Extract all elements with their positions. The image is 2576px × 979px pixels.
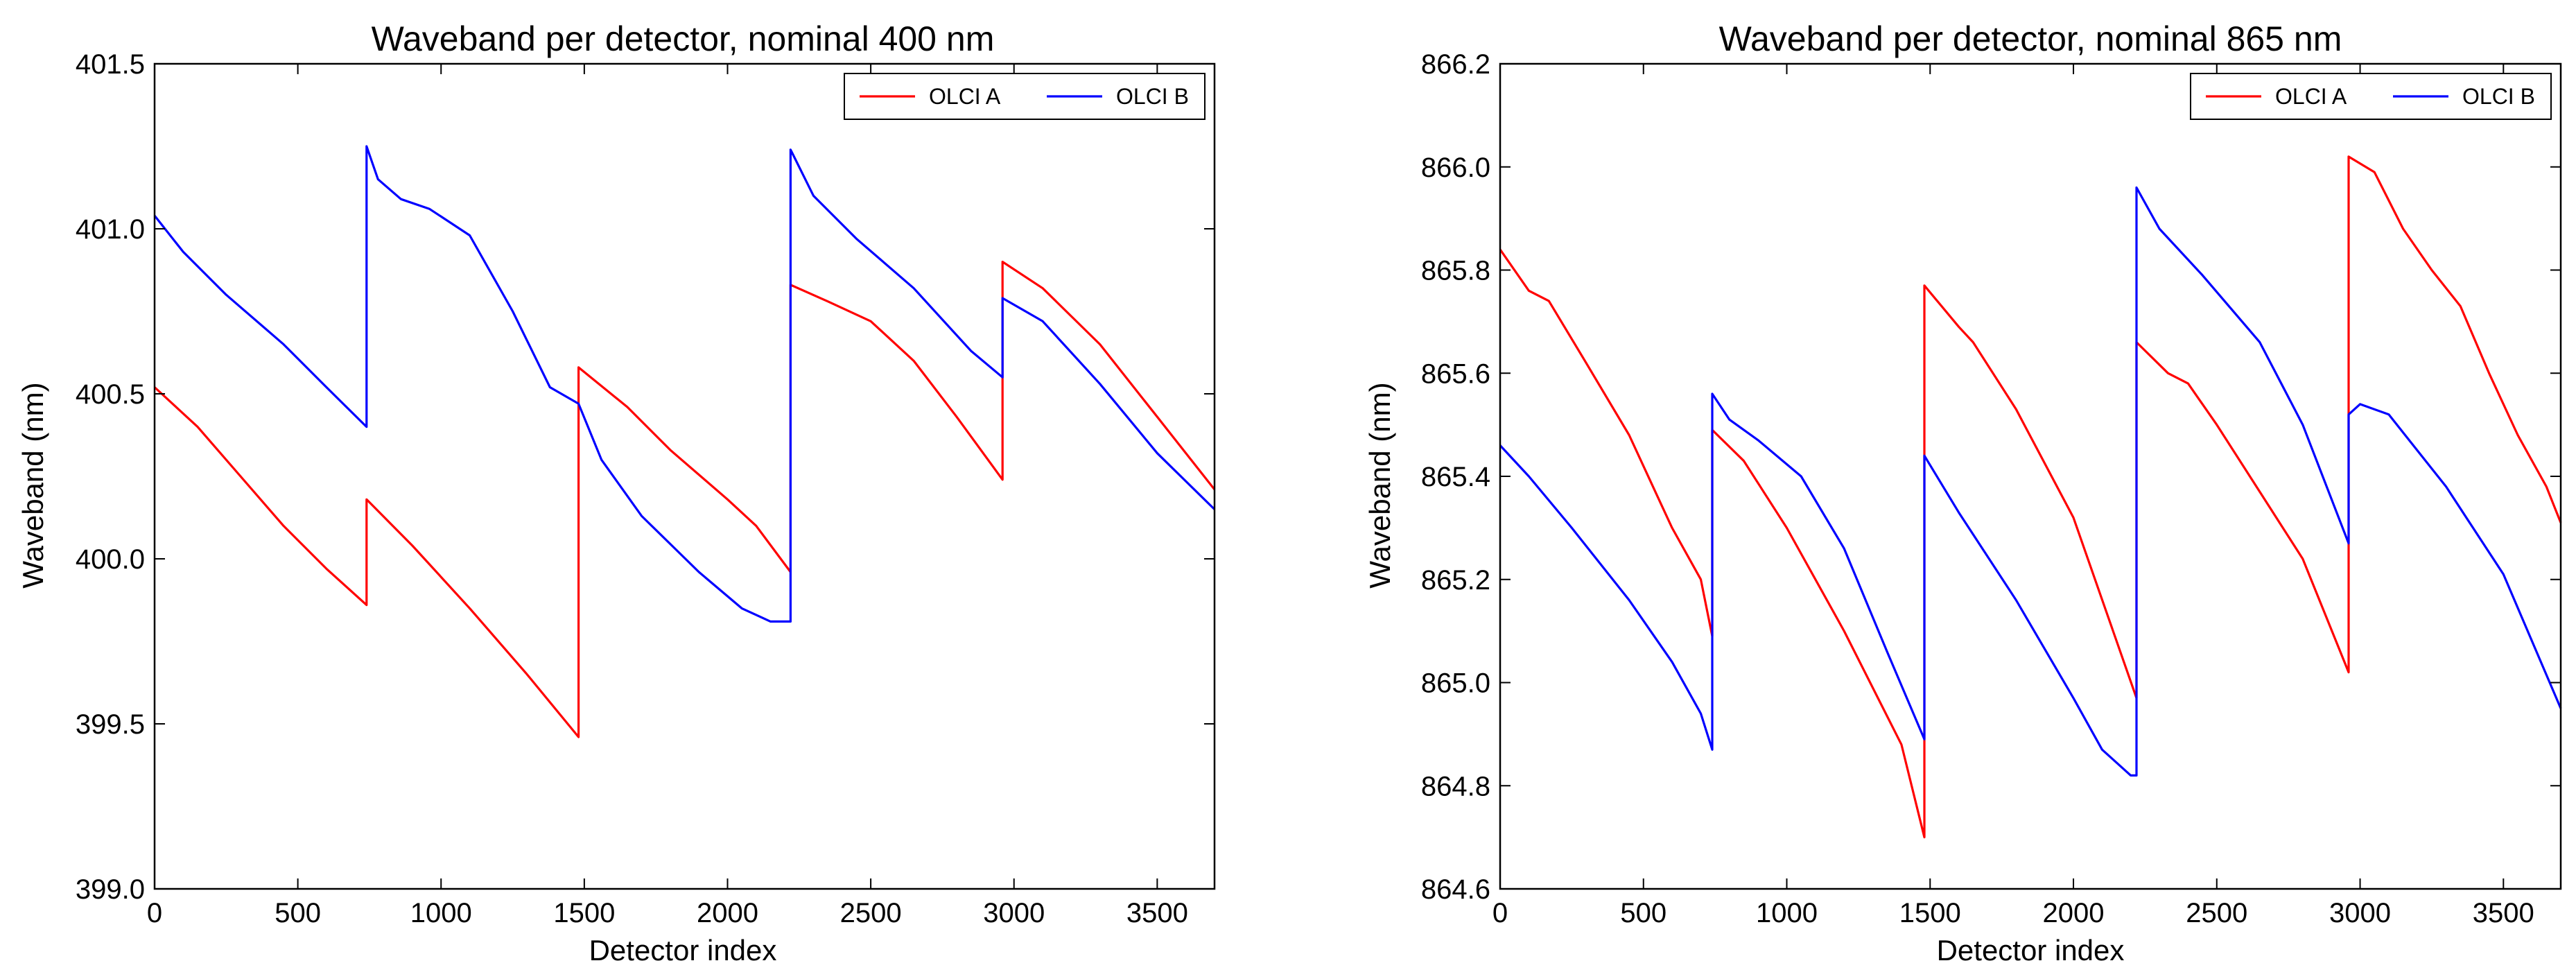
axes-frame (153, 62, 1216, 890)
x-tick-label: 2500 (840, 898, 902, 928)
chart-title: Waveband per detector, nominal 400 nm (372, 19, 995, 58)
x-tick-label: 1500 (553, 898, 615, 928)
x-axis-label: Detector index (589, 934, 777, 967)
chart-right: Waveband per detector, nominal 865 nm De… (1364, 19, 2562, 967)
y-tick-label: 400.5 (76, 379, 145, 410)
x-tick-label: 1000 (410, 898, 472, 928)
series-line-olci-b (153, 145, 1216, 623)
chart-title: Waveband per detector, nominal 865 nm (1719, 19, 2342, 58)
series-line-olci-b (1499, 186, 2562, 777)
x-tick-label: 1000 (1756, 898, 1818, 928)
y-tick-label: 399.0 (76, 874, 145, 905)
legend: OLCI A OLCI B (844, 73, 1206, 120)
x-tick-label: 3500 (2473, 898, 2534, 928)
x-tick-label: 2000 (2043, 898, 2105, 928)
x-tick-label: 2500 (2186, 898, 2247, 928)
x-tick-label: 1500 (1899, 898, 1961, 928)
y-tick-label: 399.5 (76, 709, 145, 740)
y-tick-label: 866.2 (1421, 49, 1490, 80)
y-tick-label: 401.5 (76, 49, 145, 80)
legend-label: OLCI B (1116, 84, 1189, 109)
x-tick-label: 0 (1492, 898, 1508, 928)
axes-frame (1499, 62, 2562, 890)
y-tick-label: 865.4 (1421, 462, 1490, 492)
series-line-olci-a (153, 261, 1216, 738)
legend-label: OLCI A (2275, 84, 2347, 109)
y-tick-label: 401.0 (76, 214, 145, 245)
x-axis-label: Detector index (1937, 934, 2125, 967)
y-axis-label: Waveband (nm) (1364, 382, 1396, 588)
x-tick-label: 3000 (983, 898, 1045, 928)
y-tick-label: 865.0 (1421, 668, 1490, 699)
y-tick-label: 864.6 (1421, 874, 1490, 905)
legend-label: OLCI A (929, 84, 1001, 109)
y-tick-label: 865.8 (1421, 256, 1490, 286)
legend-label: OLCI B (2462, 84, 2535, 109)
y-tick-label: 400.0 (76, 544, 145, 575)
y-tick-label: 866.0 (1421, 153, 1490, 183)
legend: OLCI A OLCI B (2190, 73, 2552, 120)
chart-left: Waveband per detector, nominal 400 nm De… (17, 19, 1216, 967)
x-tick-label: 0 (147, 898, 162, 928)
x-tick-label: 2000 (697, 898, 758, 928)
series-line-olci-a (1499, 155, 2562, 839)
x-tick-label: 500 (1620, 898, 1666, 928)
x-tick-label: 500 (275, 898, 321, 928)
y-tick-label: 865.6 (1421, 358, 1490, 389)
x-tick-label: 3500 (1126, 898, 1188, 928)
x-tick-label: 3000 (2329, 898, 2391, 928)
y-tick-label: 865.2 (1421, 565, 1490, 596)
y-axis-label: Waveband (nm) (17, 382, 49, 588)
y-tick-label: 864.8 (1421, 771, 1490, 802)
